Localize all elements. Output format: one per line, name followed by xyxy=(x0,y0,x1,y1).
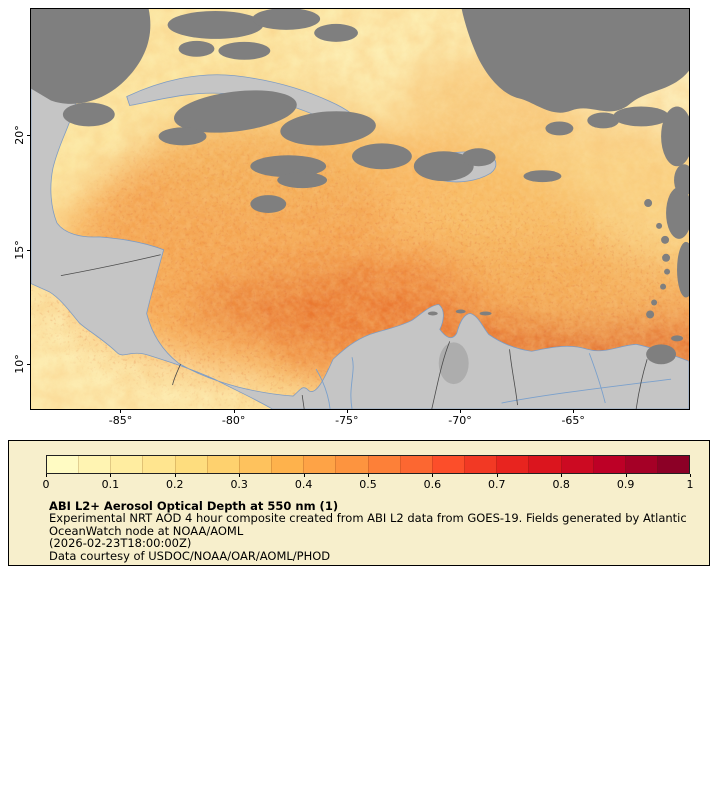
colorbar-segment xyxy=(110,456,143,473)
colorbar-tick xyxy=(239,474,241,477)
y-axis-tick xyxy=(27,364,31,366)
colorbar-tick xyxy=(368,474,369,477)
x-axis-tick-label: -75° xyxy=(335,414,359,427)
colorbar-segment xyxy=(174,456,207,473)
colorbar-tick-label: 0.7 xyxy=(488,478,506,491)
y-axis-tick-label: 10° xyxy=(13,354,26,374)
colorbar-tick xyxy=(432,474,434,477)
colorbar-tick-label: 0.8 xyxy=(552,478,570,491)
colorbar: 0 0.1 0.2 0.3 0.4 0.5 0.6 0.7 0.8 0.9 1 xyxy=(42,441,694,501)
colorbar-segment xyxy=(303,456,336,473)
colorbar-gradient xyxy=(46,455,690,474)
legend-panel: 0 0.1 0.2 0.3 0.4 0.5 0.6 0.7 0.8 0.9 1 ABI L2+ Ae… xyxy=(8,440,710,566)
colorbar-tick xyxy=(110,474,112,477)
colorbar-tick xyxy=(174,474,176,477)
legend-title: ABI L2+ Aerosol Optical Depth at 550 nm … xyxy=(49,499,339,513)
legend-courtesy: Data courtesy of USDOC/NOAA/OAR/AOML/PHO… xyxy=(49,548,331,563)
colorbar-segment xyxy=(142,456,175,473)
colorbar-segment xyxy=(592,456,625,473)
colorbar-tick xyxy=(561,474,563,477)
colorbar-segment xyxy=(335,456,368,473)
y-axis-tick xyxy=(27,249,31,251)
colorbar-segment xyxy=(431,456,465,473)
colorbar-tick-label: 0.1 xyxy=(101,478,120,491)
aod-map-frame: -85° -80° -75° -70° -65° 20° 15° 10° xyxy=(13,8,690,427)
colorbar-tick-label: 0 xyxy=(42,478,50,491)
x-axis-tick xyxy=(573,409,575,413)
colorbar-segment xyxy=(206,456,239,473)
colorbar-tick-label: 0.5 xyxy=(359,478,377,491)
colorbar-tick-label: 0.2 xyxy=(166,478,184,491)
colorbar-tick-label: 1 xyxy=(686,478,694,491)
x-axis-tick xyxy=(346,409,348,413)
colorbar-tick xyxy=(303,474,305,477)
colorbar-segment xyxy=(47,456,79,473)
colorbar-segment xyxy=(464,456,497,473)
colorbar-segment xyxy=(238,456,272,473)
colorbar-segment xyxy=(271,456,304,473)
colorbar-tick-label: 0.9 xyxy=(616,478,635,491)
x-axis-tick-label: -85° xyxy=(108,414,133,427)
colorbar-tick xyxy=(690,474,691,477)
x-axis-tick-label: -70° xyxy=(448,414,472,427)
x-axis-tick xyxy=(120,409,122,413)
y-axis-tick-label: 15° xyxy=(13,240,26,260)
colorbar-tick-label: 0.4 xyxy=(294,478,313,491)
legend-description-line: Experimental NRT AOD 4 hour composite cr… xyxy=(49,511,687,525)
colorbar-segment xyxy=(624,456,657,473)
colorbar-tick xyxy=(46,474,47,477)
aod-map-image xyxy=(31,9,689,409)
colorbar-segment xyxy=(399,456,432,473)
colorbar-segment xyxy=(560,456,593,473)
colorbar-tick xyxy=(496,474,498,477)
legend-description: Experimental NRT AOD 4 hour composite cr… xyxy=(49,512,687,562)
colorbar-segment xyxy=(78,456,111,473)
legend-timestamp: (2026-02-23T18:00:00Z) xyxy=(49,536,192,551)
x-axis-tick-label: -65° xyxy=(561,414,585,427)
colorbar-segment xyxy=(656,456,690,473)
colorbar-segment xyxy=(496,456,529,473)
x-axis-tick xyxy=(460,409,462,413)
y-axis-tick-label: 20° xyxy=(13,125,26,146)
x-axis-tick xyxy=(233,409,235,413)
colorbar-segment xyxy=(528,456,561,473)
legend-description-line: OceanWatch node at NOAA/AOML xyxy=(49,523,244,538)
colorbar-tick-label: 0.6 xyxy=(423,478,442,491)
y-axis-tick xyxy=(27,135,31,137)
colorbar-tick xyxy=(625,474,627,477)
colorbar-segment xyxy=(367,456,400,473)
colorbar-tick-label: 0.3 xyxy=(230,478,248,491)
x-axis-tick-label: -80° xyxy=(221,414,246,427)
